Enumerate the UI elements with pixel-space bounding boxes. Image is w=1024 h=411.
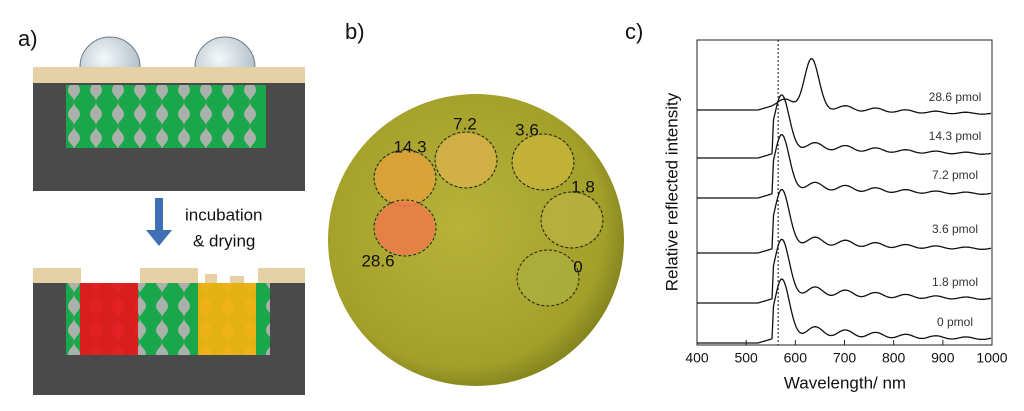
spot [513, 135, 573, 189]
spot-label: 0 [573, 257, 582, 276]
x-tick-label: 800 [882, 350, 906, 366]
spot-label: 14.3 [393, 137, 426, 156]
panel-label: b) [345, 19, 365, 44]
curve-label: 3.6 pmol [932, 222, 978, 236]
cap-fragment [205, 274, 217, 283]
spot-label: 28.6 [361, 251, 394, 270]
spot [375, 201, 435, 255]
spectrum [697, 238, 992, 304]
x-tick-label: 700 [833, 350, 857, 366]
spectrum [697, 57, 992, 115]
cap-layer [258, 268, 305, 283]
spectrum [697, 188, 992, 254]
x-tick-label: 500 [734, 350, 758, 366]
panel-label: a) [18, 26, 38, 51]
x-tick-label: 1000 [976, 350, 1007, 366]
step-text: & drying [193, 231, 255, 250]
spot [375, 151, 435, 205]
x-tick-label: 600 [784, 350, 808, 366]
spot-label: 3.6 [515, 120, 539, 139]
plot-frame [696, 39, 993, 346]
spot-label: 7.2 [453, 114, 477, 133]
y-axis-label: Relative reflected intensity [662, 92, 681, 291]
spot [518, 251, 578, 305]
x-tick-label: 400 [685, 350, 709, 366]
cap-layer [140, 268, 198, 283]
spot-outline [373, 199, 437, 257]
red-region [80, 283, 138, 355]
spot-outline [511, 133, 575, 191]
spot-outline [516, 249, 580, 307]
curve-label: 14.3 pmol [929, 129, 982, 143]
spectrum [697, 278, 992, 344]
step-text: incubation [185, 205, 263, 224]
spot [542, 193, 602, 247]
spot-outline [434, 131, 498, 189]
spot-label: 1.8 [571, 177, 595, 196]
spot-outline [540, 191, 604, 249]
spectrum [697, 94, 992, 159]
curve-label: 0 pmol [937, 315, 973, 329]
cap-layer [33, 67, 305, 83]
arrow [146, 198, 172, 246]
curve-label: 7.2 pmol [932, 168, 978, 182]
cap-fragment [230, 276, 244, 283]
curve-label: 1.8 pmol [932, 275, 978, 289]
spot [436, 133, 496, 187]
x-tick-label: 900 [931, 350, 955, 366]
curve-label: 28.6 pmol [929, 90, 982, 104]
x-axis-label: Wavelength/ nm [784, 373, 906, 392]
panel-label: c) [625, 19, 643, 44]
cap-layer [33, 268, 81, 283]
porous-layer [66, 85, 266, 148]
spectrum [697, 134, 992, 199]
yellow-region [198, 283, 256, 355]
